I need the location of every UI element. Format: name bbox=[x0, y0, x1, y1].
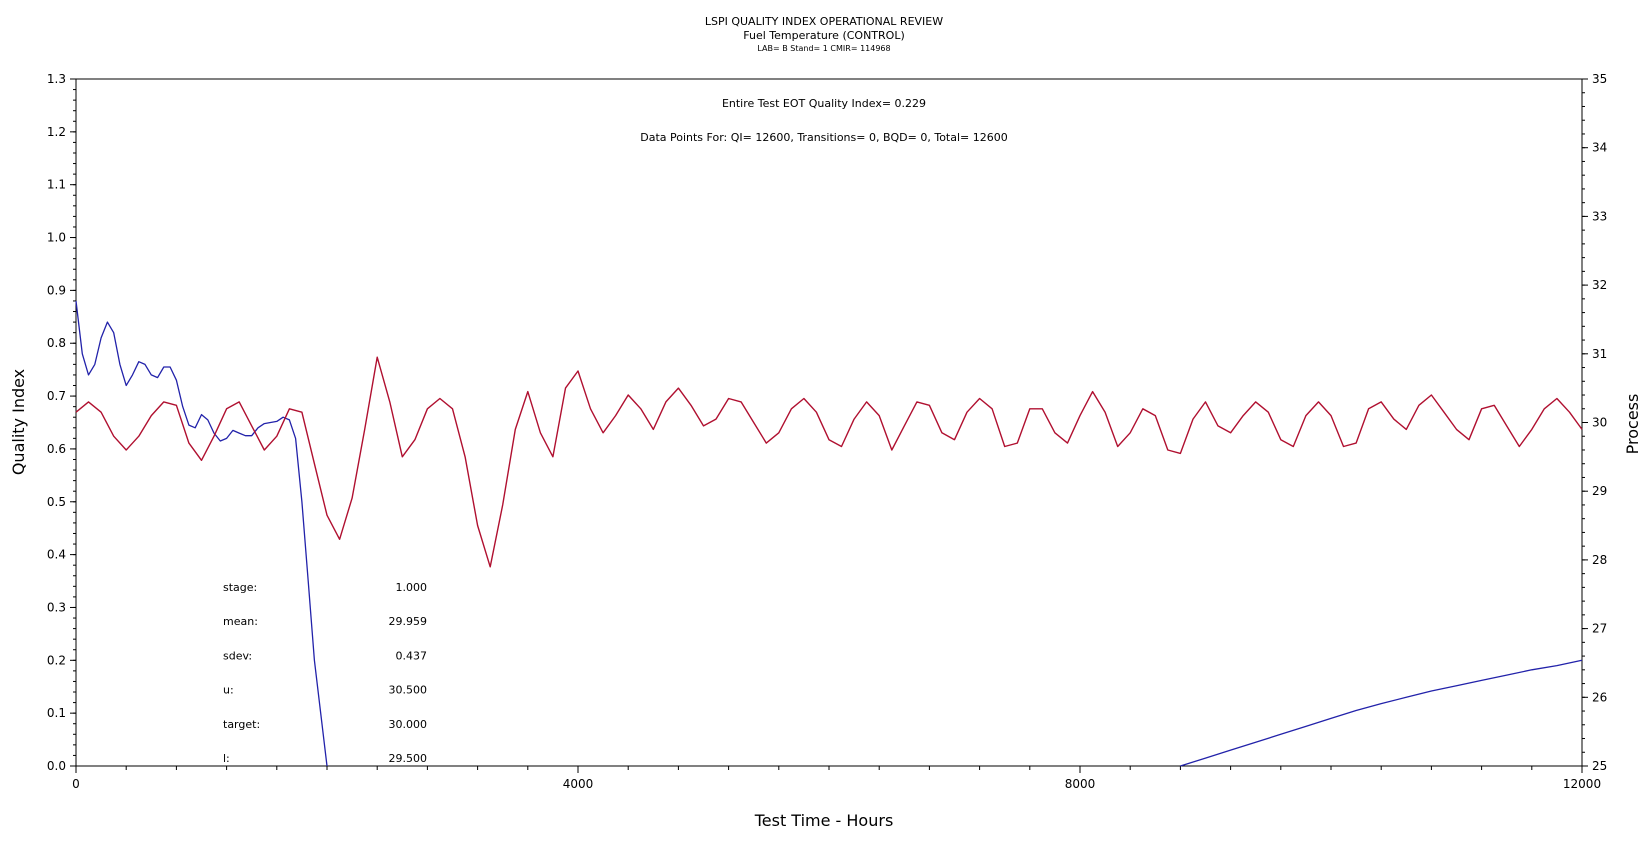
y-axis-label-left: Quality Index bbox=[9, 369, 28, 475]
left-tick-label: 0.4 bbox=[47, 548, 66, 562]
process-line-0 bbox=[75, 356, 1583, 568]
right-tick-label: 28 bbox=[1592, 553, 1607, 567]
chart-title: LSPI QUALITY INDEX OPERATIONAL REVIEW bbox=[705, 15, 943, 28]
right-tick-label: 35 bbox=[1592, 72, 1607, 86]
right-tick-label: 32 bbox=[1592, 278, 1607, 292]
x-tick-label: 0 bbox=[72, 777, 80, 791]
stat-value: 29.959 bbox=[389, 615, 428, 628]
left-tick-label: 0.1 bbox=[47, 706, 66, 720]
left-tick-label: 0.9 bbox=[47, 283, 66, 297]
left-tick-label: 0.8 bbox=[47, 336, 66, 350]
stat-label: mean: bbox=[223, 615, 258, 628]
data-points-annotation: Data Points For: QI= 12600, Transitions=… bbox=[640, 131, 1008, 144]
stat-label: l: bbox=[223, 752, 230, 765]
stat-label: u: bbox=[223, 684, 234, 697]
chart-subtitle: Fuel Temperature (CONTROL) bbox=[743, 29, 905, 42]
stat-label: sdev: bbox=[223, 649, 252, 662]
right-tick-label: 27 bbox=[1592, 622, 1607, 636]
left-tick-label: 1.2 bbox=[47, 125, 66, 139]
right-axis-ticks: 25 26 27 28 29 30 31 32 33 34 35 bbox=[1582, 72, 1607, 773]
right-tick-label: 30 bbox=[1592, 416, 1607, 430]
x-tick-label: 4000 bbox=[563, 777, 594, 791]
stat-value: 30.500 bbox=[389, 684, 428, 697]
stat-label: stage: bbox=[223, 581, 257, 594]
plot-frame bbox=[75, 78, 1583, 767]
right-tick-label: 26 bbox=[1592, 690, 1607, 704]
left-tick-label: 0.3 bbox=[47, 600, 66, 614]
stat-label: target: bbox=[223, 718, 260, 731]
left-tick-label: 0.0 bbox=[47, 759, 66, 773]
y-axis-label-right: Process bbox=[1623, 394, 1642, 455]
series-layer bbox=[75, 300, 1583, 767]
right-tick-label: 25 bbox=[1592, 759, 1607, 773]
x-axis-ticks: 0 4000 8000 12000 bbox=[72, 766, 1601, 791]
x-tick-label: 8000 bbox=[1065, 777, 1096, 791]
left-tick-label: 1.1 bbox=[47, 178, 66, 192]
left-tick-label: 0.5 bbox=[47, 495, 66, 509]
x-axis-label: Test Time - Hours bbox=[754, 811, 894, 830]
quality-index-line-1 bbox=[1180, 659, 1583, 767]
stat-value: 1.000 bbox=[396, 581, 428, 594]
chart-subtitle-2: LAB= B Stand= 1 CMIR= 114968 bbox=[757, 44, 890, 53]
right-tick-label: 33 bbox=[1592, 209, 1607, 223]
stat-value: 0.437 bbox=[396, 649, 428, 662]
right-tick-label: 29 bbox=[1592, 484, 1607, 498]
left-tick-label: 0.2 bbox=[47, 653, 66, 667]
right-tick-label: 34 bbox=[1592, 141, 1607, 155]
eot-quality-index-annotation: Entire Test EOT Quality Index= 0.229 bbox=[722, 97, 926, 110]
left-tick-label: 1.0 bbox=[47, 231, 66, 245]
right-tick-label: 31 bbox=[1592, 347, 1607, 361]
stats-table: stage: 1.000 mean: 29.959 sdev: 0.437 u: 30.500… bbox=[223, 581, 427, 765]
quality-index-line-0 bbox=[75, 300, 328, 767]
stat-value: 29.500 bbox=[389, 752, 428, 765]
left-tick-label: 0.7 bbox=[47, 389, 66, 403]
left-tick-label: 1.3 bbox=[47, 72, 66, 86]
left-tick-label: 0.6 bbox=[47, 442, 66, 456]
left-axis-ticks: 0.0 0.1 0.2 0.3 0.4 0.5 0.6 0.7 0.8 0.9 1.0 1.1 1.2 1… bbox=[47, 72, 76, 773]
stat-value: 30.000 bbox=[389, 718, 428, 731]
x-tick-label: 12000 bbox=[1563, 777, 1601, 791]
